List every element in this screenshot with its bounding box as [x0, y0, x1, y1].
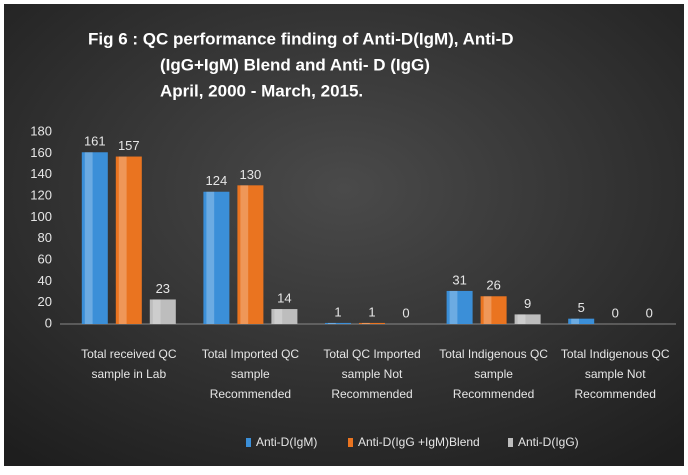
y-tick-label: 140 [30, 166, 52, 181]
chart-title: (IgG+IgM) Blend and Anti- D (IgG) [160, 55, 430, 74]
bar-highlight [571, 319, 579, 324]
value-label: 31 [452, 272, 466, 287]
legend-swatch [348, 438, 353, 447]
x-tick-label: Total Indigenous QC [561, 347, 670, 361]
x-tick-label: Total Indigenous QC [439, 347, 548, 361]
y-tick-label: 160 [30, 145, 52, 160]
bar-highlight [328, 323, 336, 324]
value-label: 5 [578, 300, 585, 315]
x-tick-label: Recommended [210, 387, 291, 401]
bar-highlight [119, 157, 127, 324]
x-tick-label: Total QC Imported [323, 347, 420, 361]
legend-swatch [246, 438, 251, 447]
value-label: 14 [277, 291, 291, 306]
chart-title: April, 2000 - March, 2015. [160, 81, 363, 100]
bar-highlight [450, 291, 458, 324]
x-tick-label: Recommended [453, 387, 534, 401]
x-tick-label: sample in Lab [91, 367, 166, 381]
value-label: 1 [334, 304, 341, 319]
bar-highlight [206, 192, 214, 324]
bar-highlight [153, 299, 161, 324]
y-tick-label: 20 [38, 294, 52, 309]
chart-title: Fig 6 : QC performance finding of Anti-D… [88, 29, 514, 48]
value-label: 0 [402, 305, 409, 320]
y-tick-label: 40 [38, 273, 52, 288]
x-tick-label: Total received QC [81, 347, 177, 361]
value-label: 124 [206, 173, 228, 188]
value-label: 0 [612, 305, 619, 320]
value-label: 161 [84, 134, 106, 149]
y-tick-label: 120 [30, 187, 52, 202]
bar-highlight [274, 309, 282, 324]
x-tick-label: Recommended [575, 387, 656, 401]
y-tick-label: 80 [38, 230, 52, 245]
value-label: 0 [646, 305, 653, 320]
y-tick-label: 100 [30, 209, 52, 224]
legend-swatch [508, 438, 513, 447]
x-tick-label: sample [231, 367, 270, 381]
bar-highlight [240, 185, 248, 324]
bar-highlight [518, 314, 526, 324]
legend-label: Anti-D(IgG +IgM)Blend [358, 435, 480, 449]
x-tick-label: sample Not [342, 367, 403, 381]
value-label: 1 [368, 304, 375, 319]
value-label: 26 [486, 278, 500, 293]
legend-label: Anti-D(IgG) [518, 435, 579, 449]
x-tick-label: Total Imported QC [202, 347, 300, 361]
x-tick-label: sample [474, 367, 513, 381]
value-label: 157 [118, 138, 140, 153]
value-label: 23 [156, 281, 170, 296]
bar-highlight [484, 296, 492, 324]
bar-highlight [85, 152, 93, 324]
y-tick-label: 180 [30, 123, 52, 138]
y-tick-label: 0 [45, 315, 52, 330]
value-label: 130 [240, 167, 262, 182]
legend-label: Anti-D(IgM) [256, 435, 317, 449]
value-label: 9 [524, 296, 531, 311]
x-tick-label: Recommended [331, 387, 412, 401]
bar-highlight [362, 323, 370, 324]
x-tick-label: sample Not [585, 367, 646, 381]
y-tick-label: 60 [38, 251, 52, 266]
